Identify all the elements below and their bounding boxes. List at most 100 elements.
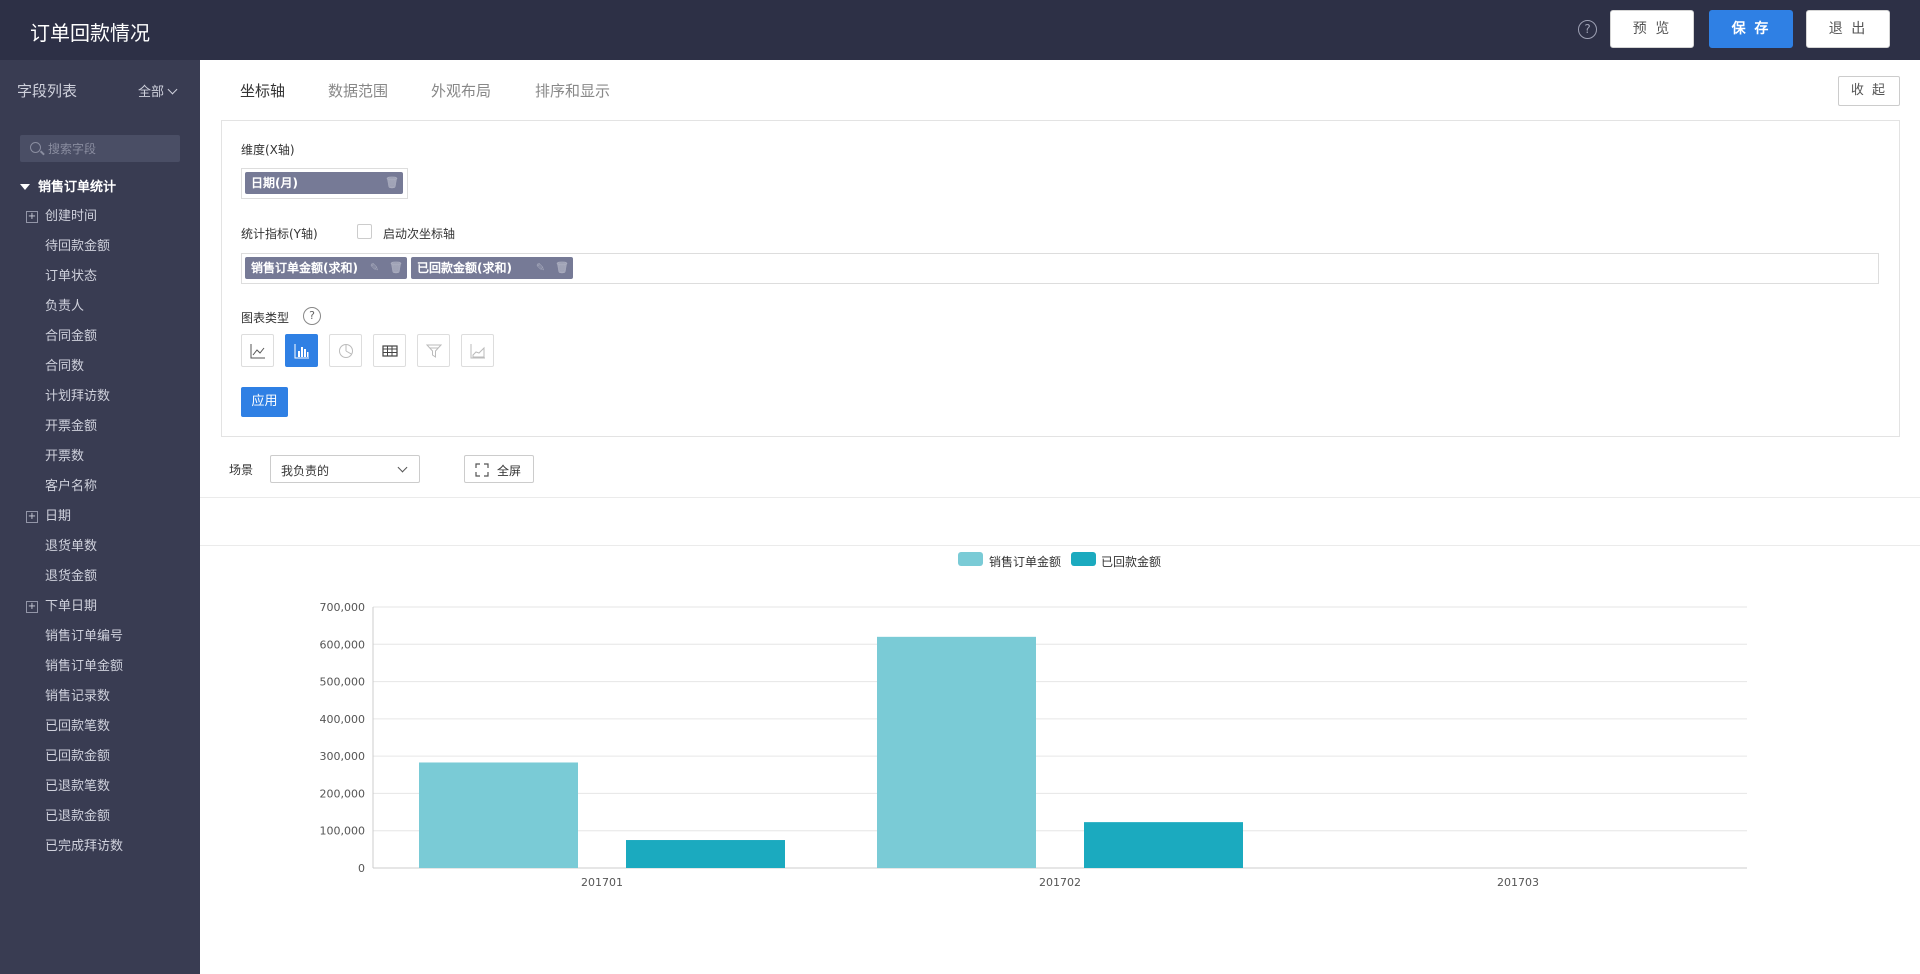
- sidebar-field-label: 下单日期: [45, 599, 98, 614]
- divider: [200, 545, 1920, 546]
- metric-chip[interactable]: 已回款金额(求和) ✎ 🗑: [411, 257, 573, 279]
- sidebar-field-item[interactable]: 已完成拜访数: [0, 832, 200, 862]
- y-tick-label: 200,000: [320, 787, 366, 800]
- trash-icon[interactable]: 🗑: [555, 261, 569, 274]
- sidebar-field-item[interactable]: 客户名称: [0, 472, 200, 502]
- tab-appearance[interactable]: 外观布局: [431, 82, 492, 100]
- field-sidebar: 字段列表 全部 销售订单统计 + 创建时间待回款金额订单状态负责人合同金额合同数计…: [0, 60, 200, 974]
- x-tick-label: 201701: [581, 876, 623, 889]
- dimension-chip[interactable]: 日期(月) 🗑: [245, 172, 403, 194]
- field-group-header[interactable]: 销售订单统计: [20, 176, 116, 195]
- field-list-title: 字段列表: [17, 82, 78, 100]
- trash-icon[interactable]: 🗑: [389, 261, 403, 274]
- scene-select[interactable]: 我负责的: [270, 455, 420, 483]
- tab-data-range[interactable]: 数据范围: [328, 82, 389, 100]
- fullscreen-button[interactable]: 全屏: [464, 455, 534, 483]
- sidebar-field-label: 已回款金额: [45, 749, 111, 764]
- sidebar-field-label: 创建时间: [45, 209, 98, 224]
- sidebar-field-item[interactable]: 销售订单金额: [0, 652, 200, 682]
- field-search[interactable]: [20, 135, 180, 162]
- expand-plus-icon[interactable]: +: [26, 601, 38, 613]
- sidebar-field-item[interactable]: 合同数: [0, 352, 200, 382]
- metric-label: 统计指标(Y轴): [241, 227, 318, 241]
- trash-icon[interactable]: 🗑: [385, 176, 399, 189]
- sidebar-field-label: 待回款金额: [45, 239, 111, 254]
- sidebar-field-item[interactable]: + 下单日期: [0, 592, 200, 622]
- line-chart-icon[interactable]: [241, 334, 274, 367]
- sidebar-field-label: 合同金额: [45, 329, 98, 344]
- sidebar-field-item[interactable]: 负责人: [0, 292, 200, 322]
- sidebar-field-item[interactable]: 已回款笔数: [0, 712, 200, 742]
- sidebar-field-label: 已完成拜访数: [45, 839, 124, 854]
- sidebar-field-item[interactable]: 订单状态: [0, 262, 200, 292]
- sidebar-field-item[interactable]: 退货金额: [0, 562, 200, 592]
- x-tick-label: 201703: [1497, 876, 1539, 889]
- metric-chip[interactable]: 销售订单金额(求和) ✎ 🗑: [245, 257, 407, 279]
- bar-chart-icon[interactable]: [285, 334, 318, 367]
- sidebar-field-item[interactable]: 合同金额: [0, 322, 200, 352]
- expand-plus-icon[interactable]: +: [26, 511, 38, 523]
- sidebar-field-item[interactable]: 已回款金额: [0, 742, 200, 772]
- edit-icon[interactable]: ✎: [535, 261, 546, 274]
- expand-plus-icon[interactable]: +: [26, 211, 38, 223]
- page-title: 订单回款情况: [30, 21, 150, 45]
- sidebar-field-item[interactable]: 销售订单编号: [0, 622, 200, 652]
- sidebar-field-item[interactable]: 已退款金额: [0, 802, 200, 832]
- preview-button[interactable]: 预 览: [1610, 10, 1694, 48]
- y-tick-label: 600,000: [320, 638, 366, 651]
- area-chart-icon[interactable]: [461, 334, 494, 367]
- y-tick-label: 700,000: [320, 601, 366, 614]
- fullscreen-label: 全屏: [497, 464, 522, 478]
- chart-area: 销售订单金额 已回款金额 0 100,000 200,000 300,000 400,0…: [200, 546, 1920, 926]
- sidebar-field-label: 退货金额: [45, 569, 98, 584]
- help-icon[interactable]: ?: [303, 307, 321, 325]
- sidebar-field-label: 销售记录数: [45, 689, 111, 704]
- funnel-icon[interactable]: [417, 334, 450, 367]
- sidebar-field-label: 开票金额: [45, 419, 98, 434]
- sidebar-field-label: 订单状态: [45, 269, 98, 284]
- sidebar-field-item[interactable]: + 创建时间: [0, 202, 200, 232]
- sidebar-field-label: 计划拜访数: [45, 389, 111, 404]
- sidebar-field-item[interactable]: 开票数: [0, 442, 200, 472]
- field-group-label: 销售订单统计: [38, 180, 117, 195]
- table-icon[interactable]: [373, 334, 406, 367]
- collapse-button[interactable]: 收 起: [1838, 76, 1900, 106]
- save-button[interactable]: 保 存: [1709, 10, 1793, 48]
- field-filter-dropdown[interactable]: 全部: [138, 81, 178, 100]
- sidebar-field-item[interactable]: 开票金额: [0, 412, 200, 442]
- sidebar-field-label: 已回款笔数: [45, 719, 111, 734]
- legend-swatch-series1: [958, 552, 983, 566]
- y-tick-label: 300,000: [320, 750, 366, 763]
- fullscreen-icon: [475, 463, 489, 477]
- secondary-axis-label: 启动次坐标轴: [383, 227, 456, 241]
- legend-label-series1[interactable]: 销售订单金额: [989, 555, 1062, 569]
- bar-series2: [626, 840, 785, 868]
- pie-chart-icon[interactable]: [329, 334, 362, 367]
- sidebar-field-label: 销售订单编号: [45, 629, 124, 644]
- apply-button[interactable]: 应用: [241, 387, 288, 417]
- help-icon[interactable]: ?: [1578, 20, 1597, 39]
- legend-swatch-series2: [1071, 552, 1096, 566]
- field-search-input[interactable]: [48, 135, 176, 162]
- exit-button[interactable]: 退 出: [1806, 10, 1890, 48]
- sidebar-field-label: 负责人: [45, 299, 85, 314]
- metric-chip-label: 销售订单金额(求和): [251, 261, 358, 275]
- legend-label-series2[interactable]: 已回款金额: [1101, 555, 1162, 569]
- scene-label: 场景: [229, 463, 254, 477]
- sidebar-field-item[interactable]: 已退款笔数: [0, 772, 200, 802]
- tab-sort-display[interactable]: 排序和显示: [535, 82, 611, 100]
- dimension-label: 维度(X轴): [241, 143, 295, 157]
- tab-axis[interactable]: 坐标轴: [240, 82, 286, 100]
- sidebar-field-label: 开票数: [45, 449, 85, 464]
- sidebar-field-item[interactable]: 待回款金额: [0, 232, 200, 262]
- secondary-axis-checkbox[interactable]: [357, 224, 372, 239]
- sidebar-field-item[interactable]: 计划拜访数: [0, 382, 200, 412]
- metric-chip-label: 已回款金额(求和): [417, 261, 512, 275]
- metric-dropzone[interactable]: 销售订单金额(求和) ✎ 🗑 已回款金额(求和) ✎ 🗑: [241, 253, 1879, 284]
- dimension-dropzone[interactable]: 日期(月) 🗑: [241, 168, 408, 199]
- bar-chart: 0 100,000 200,000 300,000 400,000 500,000 600,…: [320, 601, 1747, 889]
- sidebar-field-item[interactable]: + 日期: [0, 502, 200, 532]
- sidebar-field-item[interactable]: 销售记录数: [0, 682, 200, 712]
- edit-icon[interactable]: ✎: [369, 261, 380, 274]
- sidebar-field-item[interactable]: 退货单数: [0, 532, 200, 562]
